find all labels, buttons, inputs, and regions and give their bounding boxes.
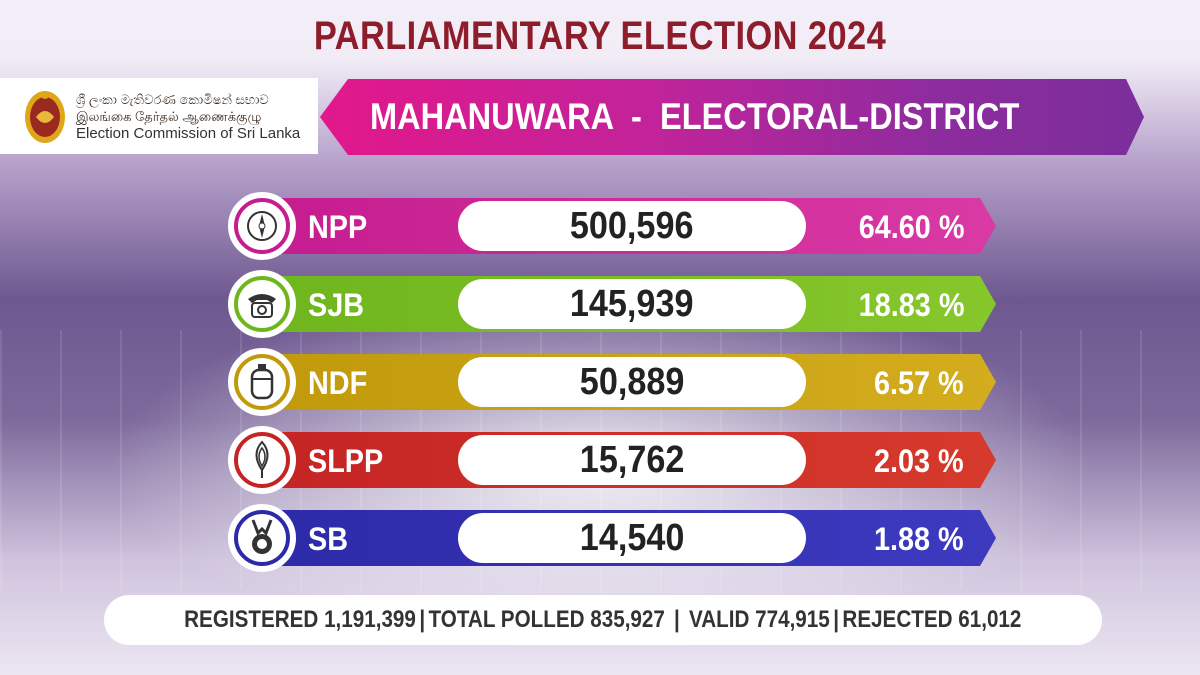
polled-label: TOTAL POLLED: [428, 606, 585, 633]
valid-value: 774,915: [755, 606, 830, 633]
telephone-icon: [234, 276, 290, 332]
district-name: MAHANUWARA - ELECTORAL-DISTRICT: [370, 96, 1020, 137]
result-row-slpp: SLPP 15,762 2.03 %: [228, 426, 1000, 494]
vote-percentage: 18.83 %: [858, 287, 964, 323]
vote-count: 15,762: [458, 435, 806, 485]
party-symbol: [228, 426, 296, 494]
national-emblem-icon: [25, 91, 65, 143]
vote-count: 14,540: [458, 513, 806, 563]
vote-percentage: 1.88 %: [874, 521, 964, 557]
vote-percentage: 6.57 %: [874, 365, 964, 401]
vote-count-value: 15,762: [579, 439, 685, 481]
vote-count-value: 14,540: [579, 517, 685, 559]
rejected-value: 61,012: [958, 606, 1022, 633]
vote-count-value: 145,939: [570, 283, 694, 325]
vote-percentage: 64.60 %: [858, 209, 964, 245]
party-symbol: [228, 270, 296, 338]
vote-count: 50,889: [458, 357, 806, 407]
party-symbol: [228, 348, 296, 416]
rejected-label: REJECTED: [842, 606, 953, 633]
result-row-sb: SB 14,540 1.88 %: [228, 504, 1000, 572]
party-name: SJB: [308, 287, 365, 323]
vote-count-value: 500,596: [570, 205, 694, 247]
result-row-sjb: SJB 145,939 18.83 %: [228, 270, 1000, 338]
party-name: NDF: [308, 365, 368, 401]
vote-count-value: 50,889: [579, 361, 685, 403]
party-symbol: [228, 504, 296, 572]
valid-label: VALID: [689, 606, 750, 633]
gas-cylinder-icon: [234, 354, 290, 410]
district-banner: [320, 79, 1144, 155]
polled-value: 835,927: [590, 606, 666, 633]
party-symbol: [228, 192, 296, 260]
lotus-bud-icon: [234, 432, 290, 488]
logo-text-tamil: இலங்கை தேர்தல் ஆணைக்குழு: [76, 108, 262, 124]
party-name: SLPP: [308, 443, 384, 479]
result-row-ndf: NDF 50,889 6.57 %: [228, 348, 1000, 416]
logo-text-sinhala: ශ්‍රී ලංකා මැතිවරණ කොමිෂන් සභාව: [76, 91, 269, 107]
vote-percentage: 2.03 %: [874, 443, 964, 479]
party-name: SB: [308, 521, 349, 557]
election-commission-logo: ශ්‍රී ලංකා මැතිවරණ කොමිෂන් සභාව இலங்கை த…: [0, 78, 318, 154]
summary-bar: REGISTERED 1,191,399 | TOTAL POLLED 835,92…: [104, 595, 1102, 645]
page-title: PARLIAMENTARY ELECTION 2024: [313, 14, 887, 58]
compass-icon: [234, 198, 290, 254]
vote-count: 145,939: [458, 279, 806, 329]
party-name: NPP: [308, 209, 368, 245]
vote-count: 500,596: [458, 201, 806, 251]
result-row-npp: NPP 500,596 64.60 %: [228, 192, 1000, 260]
registered-value: 1,191,399: [324, 606, 417, 633]
registered-label: REGISTERED: [184, 606, 319, 633]
logo-text-english: Election Commission of Sri Lanka: [76, 124, 301, 142]
medal-icon: [234, 510, 290, 566]
